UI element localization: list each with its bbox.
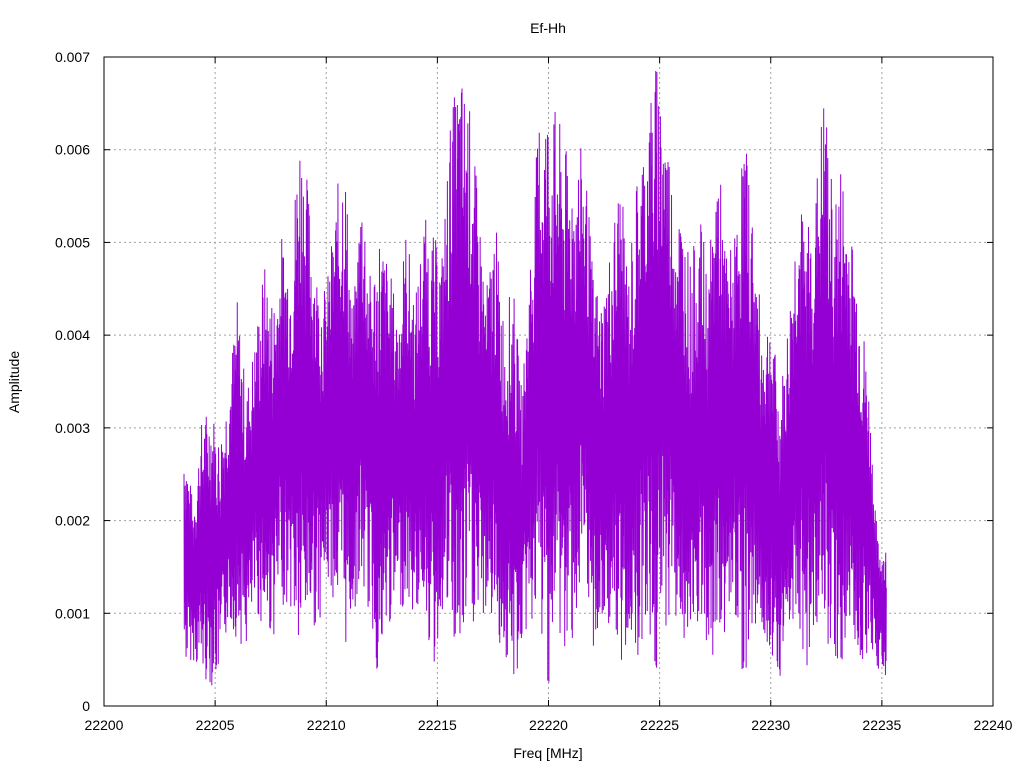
series-group [183,71,887,686]
series-line [183,71,887,686]
x-tick-label: 22205 [196,717,235,733]
tick-marks [103,56,994,707]
y-tick-label: 0.005 [55,234,90,250]
y-tick-label: 0.001 [55,605,90,621]
chart-title: Ef-Hh [530,20,566,36]
x-tick-labels: 22200 22205 22210 22215 22220 22225 22230 22235… [85,717,1013,733]
x-tick-label: 22220 [529,717,568,733]
y-tick-labels: 0 0.001 0.002 0.003 0.004 0.005 0.006 0.007 [55,49,90,714]
x-tick-label: 22200 [85,717,124,733]
x-tick-label: 22230 [751,717,790,733]
y-tick-label: 0.004 [55,327,90,343]
x-axis-title: Freq [MHz] [513,745,582,761]
x-tick-label: 22225 [640,717,679,733]
y-tick-label: 0.003 [55,420,90,436]
y-tick-label: 0.006 [55,142,90,158]
x-tick-label: 22235 [862,717,901,733]
y-axis-title: Amplitude [6,351,22,413]
x-tick-label: 22215 [418,717,457,733]
y-tick-label: 0 [82,698,90,714]
x-tick-label: 22210 [307,717,346,733]
y-tick-label: 0.002 [55,513,90,529]
x-tick-label: 22240 [974,717,1013,733]
y-tick-label: 0.007 [55,49,90,65]
